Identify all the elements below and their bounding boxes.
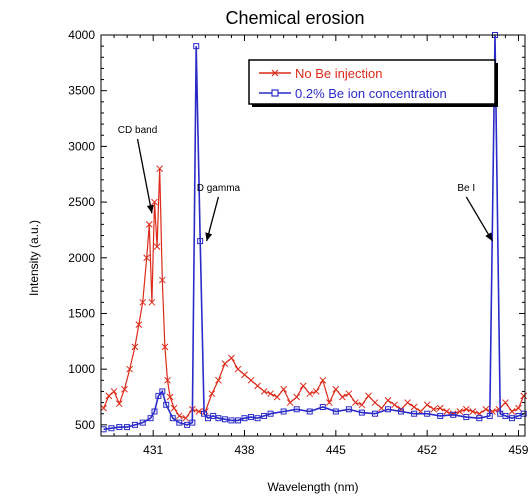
y-tick-label: 4000: [68, 28, 95, 42]
data-point: [274, 394, 280, 400]
annotation-arrowhead: [485, 232, 492, 241]
data-point: [111, 388, 117, 394]
y-tick-label: 1000: [68, 362, 95, 376]
annotation-arrowhead: [147, 205, 154, 214]
annotation-text: D gamma: [197, 183, 241, 194]
data-point: [300, 383, 306, 389]
annotation-arrowhead: [205, 232, 212, 241]
series-1: [101, 166, 527, 422]
x-tick-label: 445: [326, 443, 346, 457]
data-point: [183, 415, 189, 421]
x-tick-label: 459: [508, 443, 528, 457]
data-point: [515, 405, 521, 411]
data-point: [372, 400, 378, 406]
y-tick-label: 2000: [68, 251, 95, 265]
data-point: [521, 393, 527, 399]
data-point: [509, 408, 515, 414]
y-tick-label: 1500: [68, 306, 95, 320]
annotation: D gamma: [197, 183, 241, 241]
data-point: [116, 401, 122, 407]
data-point: [385, 397, 391, 403]
y-tick-label: 500: [75, 418, 95, 432]
data-point: [405, 400, 411, 406]
legend-label: No Be injection: [295, 66, 382, 81]
data-point: [359, 402, 365, 408]
data-point: [346, 391, 352, 397]
data-point: [444, 408, 450, 414]
data-point: [106, 393, 112, 399]
data-point: [287, 400, 293, 406]
data-point: [176, 413, 182, 419]
data-point: [209, 391, 215, 397]
x-tick-label: 452: [417, 443, 437, 457]
data-point: [470, 408, 476, 414]
data-point: [463, 406, 469, 412]
data-point: [483, 406, 489, 412]
annotation-text: Be I: [457, 183, 475, 194]
annotation-arrow: [138, 139, 152, 213]
data-point: [261, 388, 267, 394]
data-point: [457, 408, 463, 414]
annotation-layer: CD band D gamma Be I: [118, 125, 493, 241]
data-point: [248, 377, 254, 383]
data-point: [281, 386, 287, 392]
x-tick-label: 431: [143, 443, 163, 457]
data-point: [392, 402, 398, 408]
data-point: [215, 377, 221, 383]
data-point: [228, 355, 234, 361]
chart-title: Chemical erosion: [225, 8, 364, 28]
data-point: [235, 366, 241, 372]
data-point: [268, 391, 274, 397]
annotation: CD band: [118, 125, 157, 213]
y-tick-label: 3500: [68, 84, 95, 98]
annotation: Be I: [457, 183, 492, 241]
annotation-text: CD band: [118, 125, 157, 136]
data-point: [352, 400, 358, 406]
data-point: [502, 400, 508, 406]
data-point: [313, 388, 319, 394]
data-point: [411, 404, 417, 410]
x-axis-label: Wavelength (nm): [268, 480, 359, 494]
legend-label: 0.2% Be ion concentration: [295, 86, 447, 101]
data-point: [320, 377, 326, 383]
data-point: [242, 372, 248, 378]
data-point: [294, 394, 300, 400]
y-tick-label: 3000: [68, 139, 95, 153]
data-point: [365, 393, 371, 399]
data-point: [101, 405, 107, 411]
data-point: [424, 402, 430, 408]
data-point: [339, 394, 345, 400]
legend: No Be injection 0.2% Be ion concentration: [249, 60, 498, 107]
data-point: [222, 361, 228, 367]
legend-marker: [272, 90, 278, 96]
data-point: [255, 383, 261, 389]
y-axis-label: Intensity (a.u.): [27, 220, 41, 296]
y-tick-label: 2500: [68, 195, 95, 209]
data-point: [171, 405, 177, 411]
data-point: [307, 391, 313, 397]
data-point: [333, 386, 339, 392]
x-tick-label: 438: [234, 443, 254, 457]
